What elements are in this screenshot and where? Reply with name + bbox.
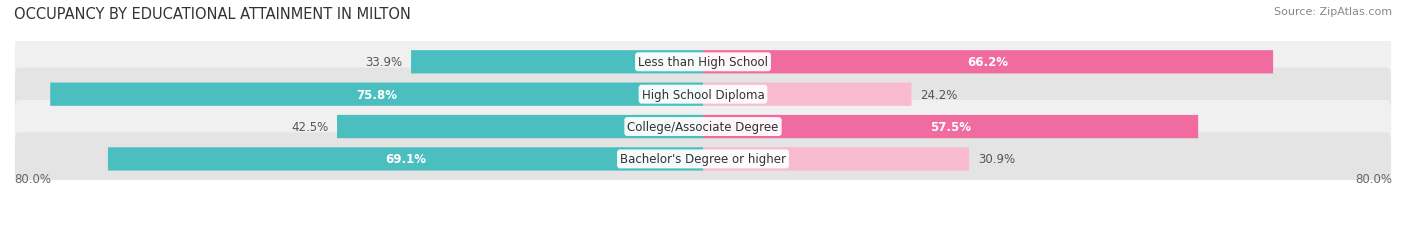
- FancyBboxPatch shape: [703, 116, 1198, 139]
- FancyBboxPatch shape: [703, 51, 1272, 74]
- Text: 66.2%: 66.2%: [967, 56, 1008, 69]
- Text: Source: ZipAtlas.com: Source: ZipAtlas.com: [1274, 7, 1392, 17]
- Text: 80.0%: 80.0%: [14, 173, 51, 186]
- Text: 80.0%: 80.0%: [1355, 173, 1392, 186]
- Text: 30.9%: 30.9%: [977, 153, 1015, 166]
- Text: Less than High School: Less than High School: [638, 56, 768, 69]
- Text: 57.5%: 57.5%: [931, 121, 972, 134]
- FancyBboxPatch shape: [15, 36, 1391, 89]
- FancyBboxPatch shape: [411, 51, 703, 74]
- Text: OCCUPANCY BY EDUCATIONAL ATTAINMENT IN MILTON: OCCUPANCY BY EDUCATIONAL ATTAINMENT IN M…: [14, 7, 411, 22]
- Text: High School Diploma: High School Diploma: [641, 88, 765, 101]
- FancyBboxPatch shape: [108, 148, 703, 171]
- Text: 75.8%: 75.8%: [356, 88, 396, 101]
- FancyBboxPatch shape: [703, 83, 911, 106]
- FancyBboxPatch shape: [337, 116, 703, 139]
- FancyBboxPatch shape: [15, 68, 1391, 121]
- FancyBboxPatch shape: [51, 83, 703, 106]
- FancyBboxPatch shape: [703, 148, 969, 171]
- Text: Bachelor's Degree or higher: Bachelor's Degree or higher: [620, 153, 786, 166]
- Text: College/Associate Degree: College/Associate Degree: [627, 121, 779, 134]
- FancyBboxPatch shape: [15, 133, 1391, 186]
- Text: 69.1%: 69.1%: [385, 153, 426, 166]
- FancyBboxPatch shape: [15, 100, 1391, 153]
- Text: 24.2%: 24.2%: [920, 88, 957, 101]
- Text: 33.9%: 33.9%: [366, 56, 402, 69]
- Text: 42.5%: 42.5%: [291, 121, 329, 134]
